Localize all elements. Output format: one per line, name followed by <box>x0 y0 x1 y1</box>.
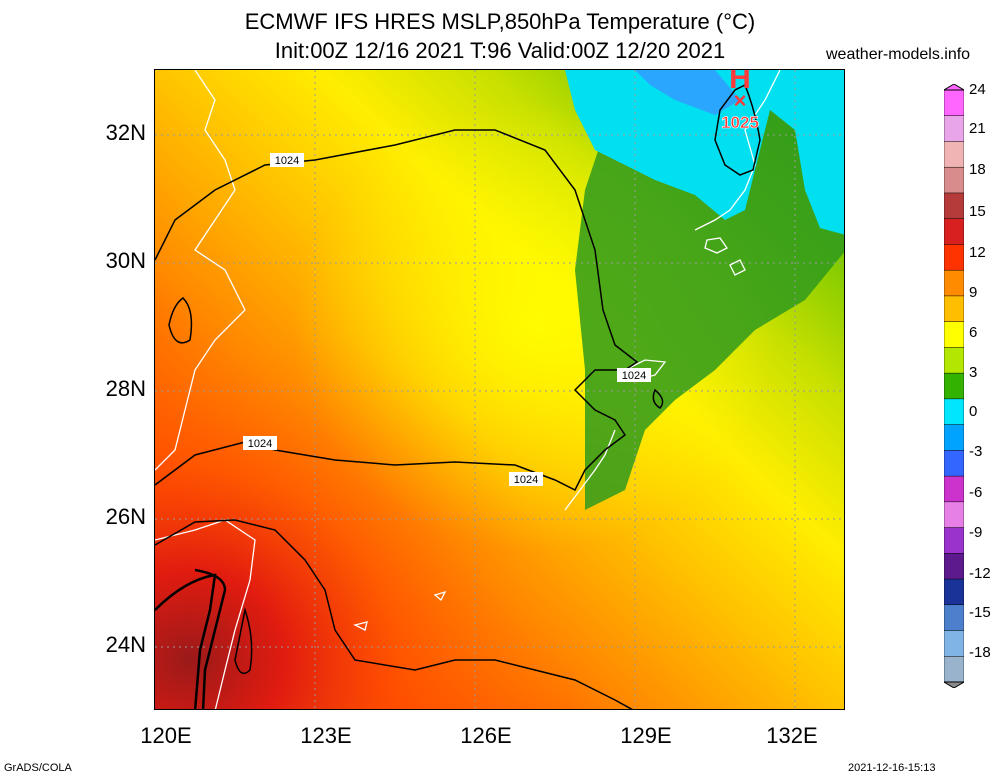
colorbar-cell <box>944 89 964 117</box>
lon-label-132e: 132E <box>766 723 818 748</box>
temperature-field: 1024 1024 1024 1024 H × 1025 <box>155 70 844 709</box>
map-subtitle: Init:00Z 12/16 2021 T:96 Valid:00Z 12/20… <box>274 38 726 63</box>
colorbar-label: -6 <box>969 484 983 501</box>
colorbar-cell <box>944 527 964 555</box>
footer-software: GrADS/COLA <box>4 762 72 774</box>
lon-label-120e: 120E <box>140 723 192 748</box>
isobar-label: 1024 <box>275 155 299 167</box>
isobar-label: 1024 <box>622 370 646 382</box>
lon-label-129e: 129E <box>620 723 672 748</box>
colorbar-cell <box>944 656 964 683</box>
colorbar-cell <box>944 630 964 658</box>
colorbar-cell <box>944 192 964 220</box>
high-center-marker: × <box>734 88 747 113</box>
colorbar-cell <box>944 578 964 606</box>
colorbar-cell <box>944 501 964 529</box>
colorbar-cell <box>944 244 964 271</box>
colorbar-label: -12 <box>969 565 991 582</box>
colorbar-label: 15 <box>969 203 986 220</box>
colorbar-cell <box>944 604 964 632</box>
colorbar-label: 0 <box>969 403 978 420</box>
colorbar-cell <box>944 115 964 143</box>
colorbar-cell <box>944 295 964 323</box>
colorbar-label: 21 <box>969 120 986 137</box>
colorbar-cell <box>944 347 964 374</box>
colorbar-cell <box>944 269 964 297</box>
hot-red-region <box>155 70 844 709</box>
colorbar-label: 9 <box>969 284 978 301</box>
colorbar-cell <box>944 166 964 194</box>
colorbar-cell <box>944 218 964 246</box>
colorbar <box>944 84 964 688</box>
lat-label-26n: 26N <box>105 504 146 529</box>
colorbar-bottom-arrow <box>944 681 964 688</box>
colorbar-cell <box>944 450 964 477</box>
colorbar-cell <box>944 475 964 503</box>
lon-label-123e: 123E <box>300 723 352 748</box>
site-credit: weather-models.info <box>826 46 971 63</box>
colorbar-label: 24 <box>969 81 986 98</box>
isobar-labels: 1024 1024 1024 1024 <box>243 153 651 486</box>
colorbar-label: 6 <box>969 324 978 341</box>
isobar-label: 1024 <box>514 474 538 486</box>
colorbar-label: -18 <box>969 644 991 661</box>
footer-timestamp: 2021-12-16-15:13 <box>848 762 936 774</box>
lat-label-28n: 28N <box>105 376 146 401</box>
colorbar-label: -9 <box>969 524 983 541</box>
graticule <box>155 70 844 709</box>
lat-label-32n: 32N <box>105 120 146 145</box>
map-panel: 1024 1024 1024 1024 H × 1025 <box>154 69 845 710</box>
colorbar-top-arrow <box>944 84 964 91</box>
lat-label-24n: 24N <box>105 632 146 657</box>
isobars <box>155 83 761 709</box>
high-pressure-marker: H × 1025 <box>721 70 759 132</box>
colorbar-label: -15 <box>969 604 991 621</box>
colorbar-cell <box>944 321 964 349</box>
colorbar-cell <box>944 141 964 168</box>
colorbar-label: 3 <box>969 364 978 381</box>
colorbar-cell <box>944 553 964 580</box>
colorbar-cell <box>944 372 964 400</box>
colorbar-cell <box>944 424 964 452</box>
colorbar-label: 12 <box>969 244 986 261</box>
colorbar-cell <box>944 398 964 426</box>
lon-label-126e: 126E <box>460 723 512 748</box>
high-pressure-value: 1025 <box>721 113 759 132</box>
map-title: ECMWF IFS HRES MSLP,850hPa Temperature (… <box>244 9 756 34</box>
lat-label-30n: 30N <box>105 248 146 273</box>
colorbar-label: -3 <box>969 443 983 460</box>
colorbar-label: 18 <box>969 161 986 178</box>
isobar-label: 1024 <box>248 438 272 450</box>
high-letter: H <box>729 70 751 95</box>
